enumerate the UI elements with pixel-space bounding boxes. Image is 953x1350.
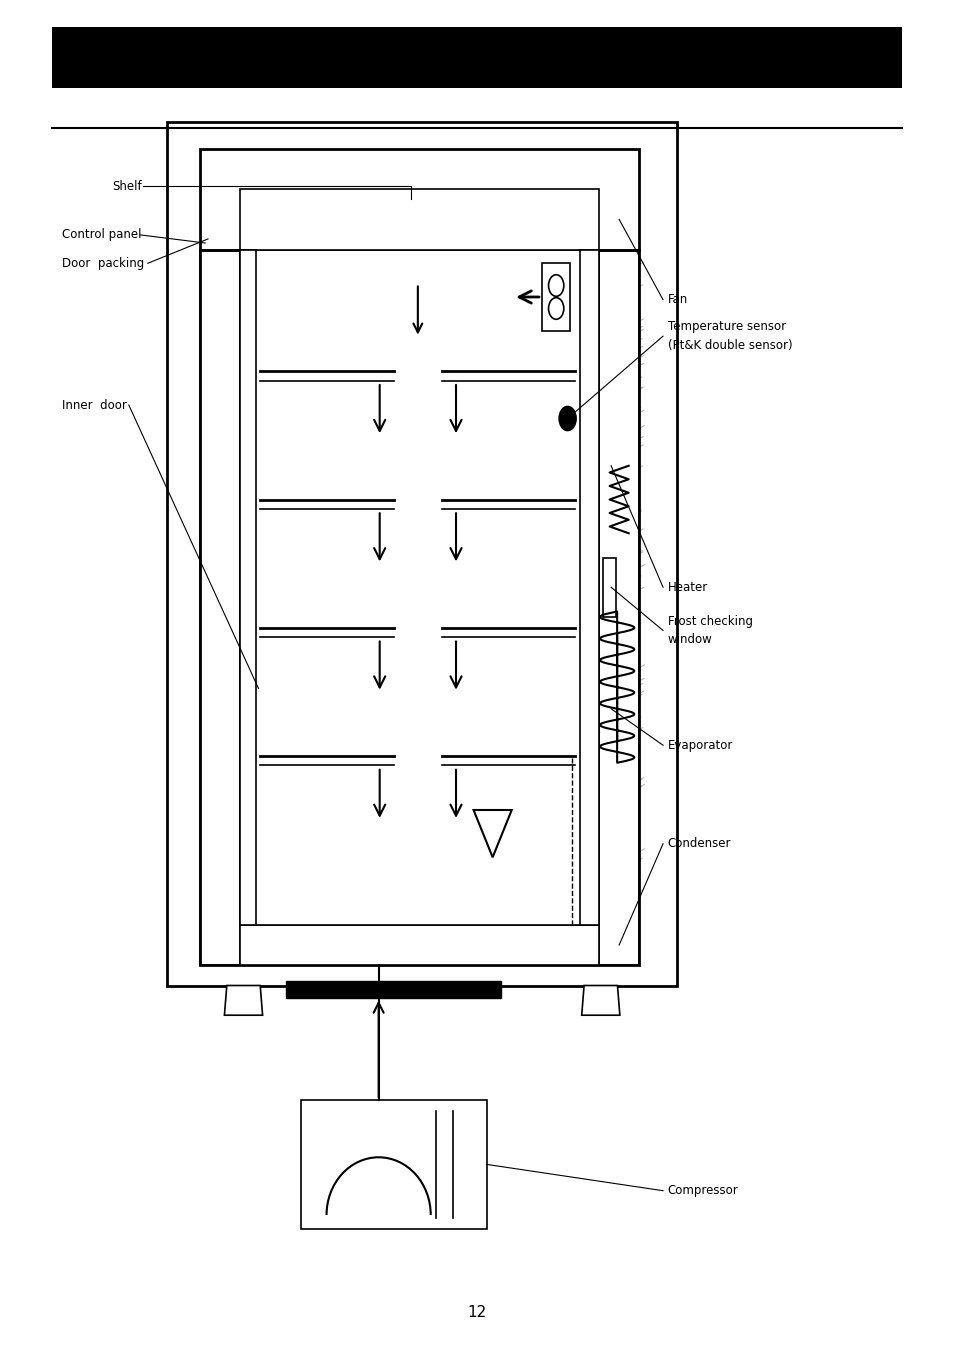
Bar [200, 148, 639, 250]
Bar [167, 122, 677, 986]
Text: Heater: Heater [667, 580, 707, 594]
Bar [300, 1100, 486, 1228]
Text: Shelf: Shelf [112, 180, 142, 193]
Text: window: window [667, 633, 712, 647]
Bar [240, 925, 598, 965]
Text: Inner  door: Inner door [62, 398, 127, 412]
Circle shape [558, 406, 576, 431]
Bar [602, 558, 616, 617]
Bar [200, 250, 639, 965]
Bar [541, 263, 570, 331]
Text: Frost checking: Frost checking [667, 614, 752, 628]
Bar [240, 189, 598, 250]
Polygon shape [473, 810, 511, 857]
Text: (Pt&K double sensor): (Pt&K double sensor) [667, 339, 792, 352]
Bar [240, 250, 598, 925]
Text: Condenser: Condenser [667, 837, 731, 850]
Bar [579, 250, 598, 925]
Text: Compressor: Compressor [667, 1184, 738, 1197]
Text: 12: 12 [467, 1304, 486, 1320]
Bar [52, 27, 901, 88]
Bar [598, 250, 639, 965]
Text: Fan: Fan [667, 293, 687, 306]
Text: Temperature sensor: Temperature sensor [667, 320, 785, 333]
Text: Control panel: Control panel [62, 228, 141, 242]
Bar [286, 981, 500, 998]
Polygon shape [581, 986, 619, 1015]
Bar [200, 250, 240, 965]
Polygon shape [224, 986, 262, 1015]
Text: Door  packing: Door packing [62, 256, 144, 270]
Bar [240, 250, 255, 925]
Text: Evaporator: Evaporator [667, 738, 733, 752]
